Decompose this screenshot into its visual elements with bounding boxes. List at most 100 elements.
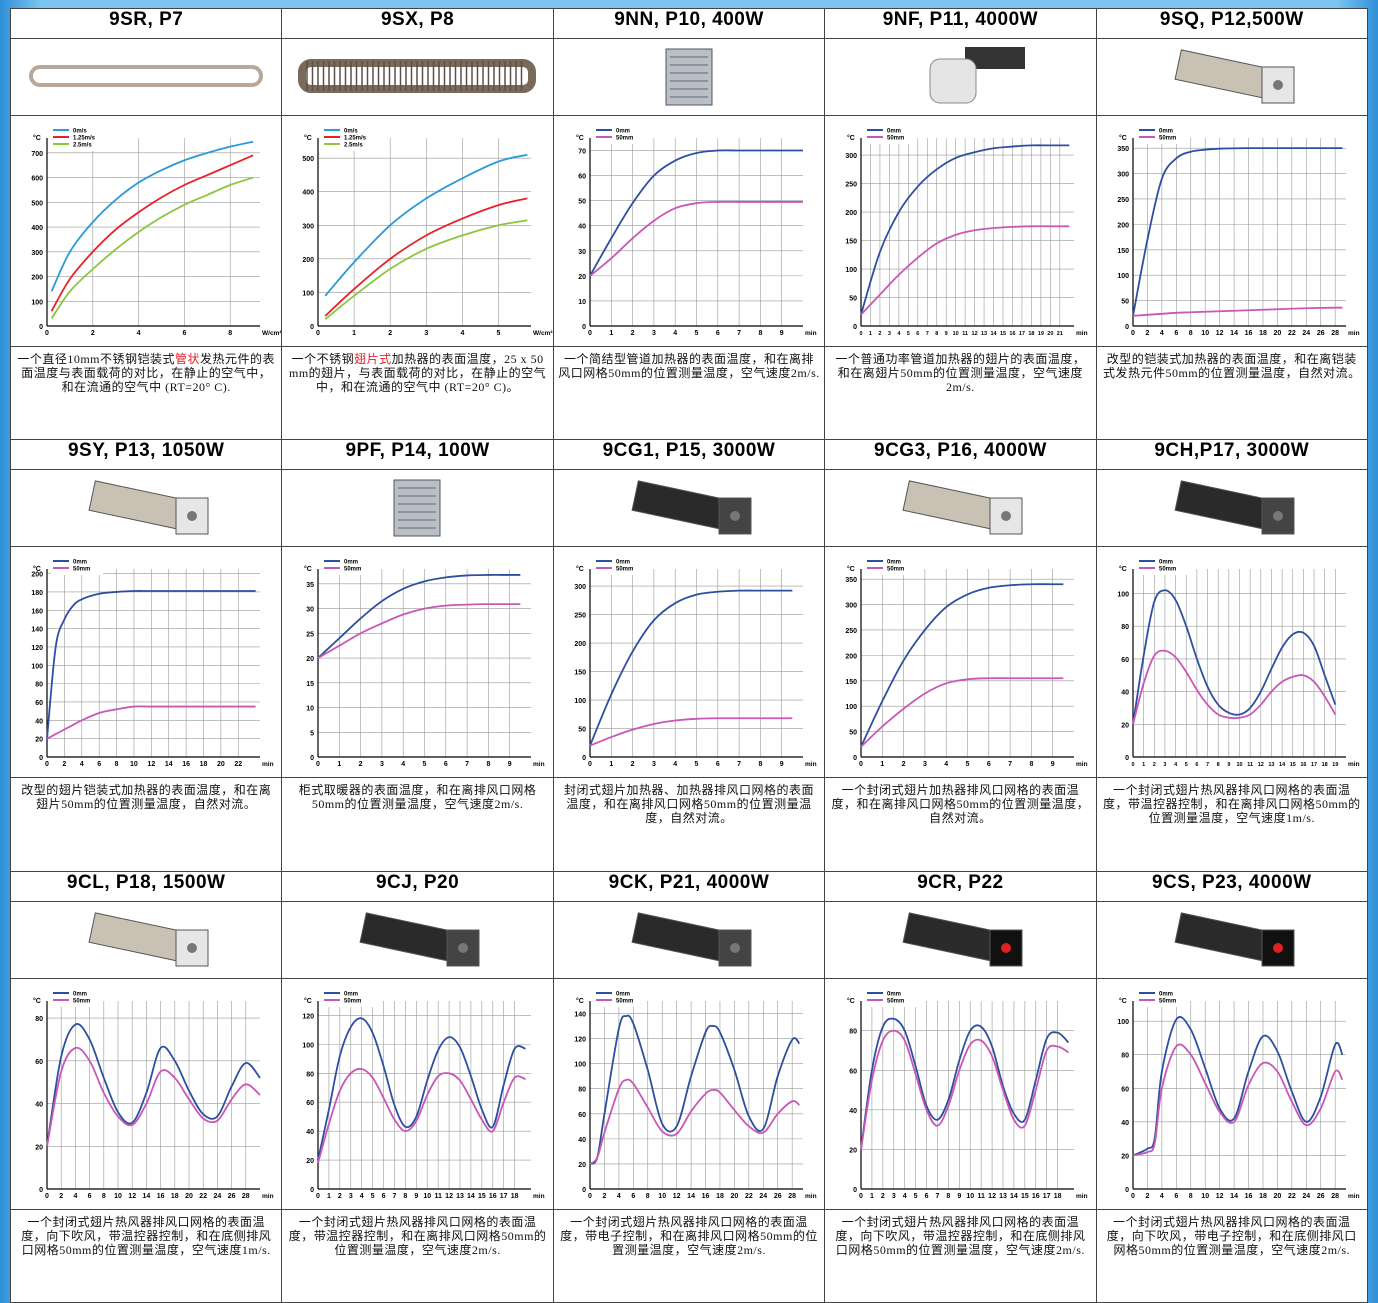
x-tick-label: 5: [966, 761, 970, 768]
x-tick-label: 7: [1008, 761, 1012, 768]
chart: 0 50 100 150 200 250 300 350 0 1 2 3 4 5 6 7 8 9 °C min 0mm5…: [825, 557, 1096, 779]
x-tick-label: 12: [128, 1193, 136, 1200]
x-tick-label: 14: [467, 1193, 475, 1200]
cell-title: 9SR, P7: [11, 9, 282, 39]
x-tick-label: 5: [371, 1193, 375, 1200]
product-image: [902, 911, 1023, 967]
x-tick-label: 15: [1289, 762, 1295, 768]
product-image: [359, 911, 480, 967]
y-tick-label: 60: [35, 1058, 43, 1065]
product-image: [298, 59, 537, 93]
y-tick-label: 20: [307, 656, 315, 663]
data-line: [317, 603, 521, 660]
x-tick-label: 26: [1316, 1193, 1324, 1200]
x-tick-label: 0: [860, 331, 863, 337]
legend-label: 50mm: [887, 136, 904, 142]
x-tick-label: 0: [45, 1193, 49, 1200]
product-cell: 9CJ, P20 0 20 40 60 80 100 120 0 1 2 3 4 5 6 7 8 9 10 11 12 1…: [282, 871, 554, 1303]
description-text: 加热器的表面温度，25 x 50 mm的翅片，与表面载荷的对比，在静止的空气中，…: [289, 352, 547, 394]
legend-label: 50mm: [344, 998, 361, 1004]
x-tick-label: 8: [758, 330, 762, 337]
product-cell: 9CL, P18, 1500W 0 20 40 60 80 0 2 4 6 8 10 12 14 16 18 2…: [11, 871, 283, 1303]
x-tick-label: 16: [1244, 1193, 1252, 1200]
x-tick-label: 22: [199, 1193, 207, 1200]
x-tick-label: 13: [1268, 762, 1274, 768]
y-tick-label: 100: [31, 664, 43, 671]
product-cell: 9CH,P17, 3000W 0 20 40 60 80 100 0 1 2 3 4 5 6 7 8 9 10 11…: [1096, 440, 1368, 872]
x-tick-label: 3: [652, 761, 656, 768]
legend-label: 0m/s: [344, 129, 358, 135]
y-tick-label: 20: [849, 1147, 857, 1154]
y-tick-label: 20: [35, 737, 43, 744]
chart: 0 100 200 300 400 500 600 700 0 2 4 6 8 °C W/cm² 0m/s1.…: [11, 126, 282, 347]
y-tick-label: 35: [307, 582, 315, 589]
y-tick-label: 80: [1121, 625, 1129, 632]
x-tick-label: 8: [1188, 1193, 1192, 1200]
x-tick-label: 0: [859, 761, 863, 768]
x-tick-label: 11: [978, 1193, 986, 1200]
x-tick-label: 8: [404, 1193, 408, 1200]
x-tick-label: 2: [62, 761, 66, 768]
cell-title: 9CS, P23, 4000W: [1096, 872, 1367, 902]
cell-description: 柜式取暖器的表面温度，和在离排风口网格50mm的位置测量温度，空气速度2m/s.: [298, 783, 537, 812]
x-tick-label: 18: [1054, 1193, 1062, 1200]
x-tick-label: 12: [1257, 762, 1263, 768]
product-cell: 9NN, P10, 400W 0 10 20 30 40 50 60 70 0 1 2 3 4 5 6 7 8 9 °…: [553, 9, 826, 441]
description-text: 一个直径10mm不锈钢铠装式: [17, 352, 176, 366]
cell-title: 9CG3, P16, 4000W: [825, 440, 1096, 471]
y-tick-label: 20: [1121, 723, 1129, 730]
x-tick-label: 8: [228, 330, 232, 337]
product-grid: 9SR, P7 0 100 200 300 400 500 600 700 0 2 4 6 8 °C W/cm…: [10, 8, 1368, 1303]
data-line: [325, 219, 528, 320]
y-tick-label: 140: [31, 627, 43, 634]
x-tick-label: 1: [869, 331, 872, 337]
x-tick-label: 1: [870, 1193, 874, 1200]
product-photo: [825, 47, 1096, 116]
x-tick-label: 4: [137, 330, 141, 337]
x-tick-label: 8: [115, 761, 119, 768]
cell-title: 9SX, P8: [282, 9, 553, 39]
y-tick-label: 200: [31, 572, 43, 579]
product-shape: [458, 942, 469, 953]
cell-description: 一个封闭式翅片加热器排风口网格的表面温度，和在离排风口网格50mm的位置测量温度…: [831, 783, 1090, 826]
x-tick-label: 20: [217, 761, 225, 768]
x-tick-label: 11: [1247, 762, 1253, 768]
y-tick-label: 0: [582, 755, 586, 762]
x-tick-label: 12: [147, 761, 155, 768]
data-line: [50, 176, 254, 320]
cell-description: 一个封闭式翅片热风器排风口网格的表面温度，带温控器控制，和在离排风口网格50mm…: [1102, 783, 1361, 826]
x-tick-label: 12: [446, 1193, 454, 1200]
product-shape: [729, 942, 740, 953]
x-tick-label: 15: [1000, 331, 1006, 337]
data-line: [589, 200, 803, 277]
y-tick-label: 150: [846, 239, 858, 246]
y-tick-label: 20: [1121, 1153, 1129, 1160]
cell-description: 一个封闭式翅片热风器排风口网格的表面温度，向下吹风，带温控器控制，和在底侧排风口…: [21, 1214, 272, 1257]
y-tick-label: 120: [303, 1013, 315, 1020]
product-image: [929, 47, 1026, 104]
data-line: [589, 149, 803, 277]
x-tick-label: 2: [1145, 1193, 1149, 1200]
product-shape: [187, 942, 197, 953]
x-tick-label: 8: [947, 1193, 951, 1200]
y-axis-label: °C: [576, 997, 584, 1005]
x-tick-label: 4: [80, 761, 84, 768]
y-axis-label: °C: [1119, 134, 1127, 142]
y-tick-label: 250: [574, 613, 586, 620]
x-tick-label: 0: [1131, 762, 1134, 768]
y-tick-label: 0: [582, 324, 586, 331]
x-tick-label: 18: [1029, 331, 1035, 337]
y-tick-label: 200: [846, 654, 858, 661]
data-line: [324, 153, 528, 297]
legend-label: 0mm: [73, 560, 87, 566]
cell-description: 改型的铠装式加热器的表面温度，和在离铠装式发热元件50mm的位置测量温度，自然对…: [1102, 352, 1361, 380]
x-tick-label: 4: [944, 761, 948, 768]
y-tick-label: 100: [1117, 273, 1129, 280]
x-tick-label: 2: [359, 761, 363, 768]
x-tick-label: 6: [716, 761, 720, 768]
y-tick-label: 350: [846, 577, 858, 584]
y-tick-label: 20: [578, 274, 586, 281]
x-tick-label: 9: [780, 761, 784, 768]
x-tick-label: 14: [143, 1193, 151, 1200]
chart: 0 20 40 60 80 100 120 140 160 180 200 0 2 4 6 8 10 12 14 16…: [11, 557, 282, 779]
